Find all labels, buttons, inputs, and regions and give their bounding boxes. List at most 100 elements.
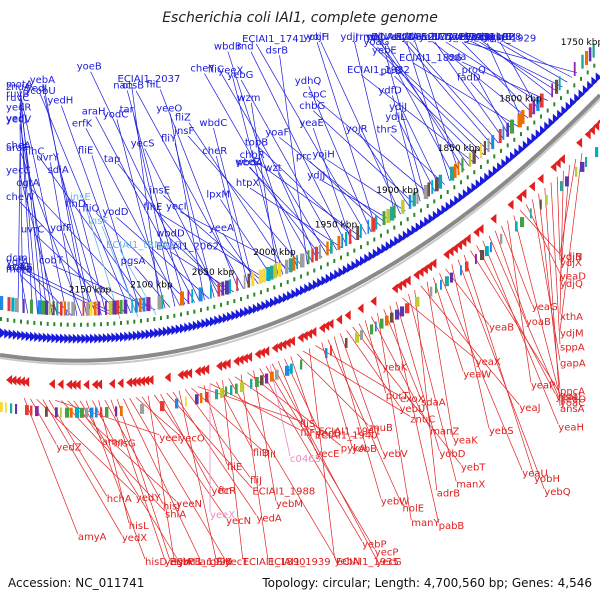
- gene-arrow: [258, 347, 265, 358]
- leader-line: [19, 271, 29, 314]
- gene-label: yeeA: [209, 223, 234, 234]
- tick-mark: [93, 322, 96, 327]
- gene-arrow: [194, 366, 201, 377]
- gene-label: yedV: [6, 115, 31, 126]
- feature-block: [500, 233, 503, 244]
- feature-block: [93, 301, 97, 316]
- leader-line: [470, 82, 514, 132]
- gene-label: yeaK: [453, 436, 478, 447]
- gene-arrow: [321, 275, 328, 286]
- gene-label: cobU: [30, 86, 55, 97]
- leader-line: [258, 147, 357, 241]
- gene-arrow: [381, 243, 388, 254]
- gene-arrow: [263, 346, 270, 357]
- gene-arrow: [462, 189, 469, 200]
- gene-label: znuC: [410, 414, 435, 425]
- gene-arrow: [280, 339, 287, 350]
- gene-arrow: [237, 354, 244, 365]
- feature-block: [326, 241, 329, 256]
- tick-mark: [173, 313, 176, 318]
- leader-line: [19, 274, 63, 316]
- tick-mark: [213, 304, 216, 309]
- gene-label: yeaP: [531, 380, 555, 391]
- gene-arrow: [338, 267, 345, 278]
- gene-label: yeaL: [556, 392, 580, 403]
- gene-arrow: [445, 201, 452, 212]
- feature-block: [265, 373, 269, 384]
- feature-block: [52, 301, 55, 316]
- gene-label: wzm: [237, 93, 260, 104]
- gene-arrow: [300, 285, 306, 296]
- gene-arrow: [138, 376, 145, 387]
- tick-mark: [333, 259, 336, 263]
- leader-line: [439, 273, 523, 471]
- gene-arrow: [184, 322, 191, 333]
- leader-line: [135, 90, 244, 289]
- feature-block: [270, 371, 274, 382]
- gene-arrow: [222, 313, 229, 324]
- gene-label: ECIAI1_1940: [315, 430, 378, 441]
- gene-arrow: [514, 148, 521, 158]
- gene-arrow: [83, 379, 90, 390]
- gene-arrow: [471, 182, 478, 193]
- leader-line: [402, 297, 476, 360]
- tick-mark: [513, 137, 516, 142]
- gene-label: cobT: [39, 256, 64, 267]
- gene-label: yobH: [534, 474, 560, 485]
- gene-arrow: [244, 306, 251, 317]
- gene-arrow: [240, 308, 246, 318]
- leader-line: [408, 294, 457, 482]
- feature-block: [506, 122, 510, 137]
- leader-line: [402, 111, 441, 189]
- gene-arrow: [385, 241, 392, 252]
- feature-block: [270, 265, 274, 280]
- leader-line: [525, 204, 561, 274]
- gene-arrow: [278, 294, 285, 305]
- gene-arrow: [404, 275, 411, 286]
- feature-block: [385, 315, 389, 326]
- tick-mark: [293, 277, 296, 282]
- leader-line: [154, 394, 219, 488]
- feature-block: [22, 298, 25, 313]
- leader-line: [346, 330, 400, 407]
- tick-mark: [520, 132, 522, 137]
- gene-arrow: [158, 327, 165, 338]
- gene-label: cobS: [9, 262, 33, 273]
- leader-line: [83, 201, 121, 320]
- tick-mark: [120, 321, 122, 325]
- leader-line: [250, 102, 279, 277]
- feature-block: [337, 235, 341, 250]
- gene-label: araH: [82, 107, 106, 118]
- gene-arrow: [60, 333, 66, 344]
- gene-label: yobG: [469, 32, 495, 43]
- feature-block: [371, 217, 376, 232]
- leader-line: [296, 353, 369, 426]
- gene-label: yecP: [375, 547, 399, 558]
- feature-block: [370, 324, 374, 335]
- tick-mark: [286, 280, 289, 285]
- feature-block: [400, 306, 405, 317]
- leader-line: [34, 234, 122, 315]
- gene-label: yoaF: [265, 127, 289, 138]
- gene-label: uvrC: [21, 224, 44, 235]
- gene-arrow: [475, 179, 482, 190]
- gene-label: manY: [411, 518, 440, 529]
- feature-block: [292, 256, 296, 271]
- tick-mark: [60, 322, 62, 327]
- feature-block: [461, 158, 464, 173]
- gene-arrow: [351, 260, 358, 271]
- gene-arrow: [516, 192, 523, 203]
- gene-label: yebN: [335, 556, 361, 567]
- feature-block: [480, 144, 482, 158]
- gene-label: pncA: [560, 386, 585, 397]
- tick-mark: [433, 199, 436, 204]
- feature-block: [412, 192, 416, 207]
- gene-label: fliE: [78, 145, 93, 156]
- gene-arrow: [124, 331, 131, 342]
- leader-line: [321, 342, 353, 447]
- tick-mark: [413, 212, 416, 217]
- tick-mark: [300, 274, 302, 279]
- gene-label: purT: [386, 391, 410, 402]
- scale-label: 1750 kbp: [561, 38, 600, 48]
- gene-label: adrB: [437, 488, 461, 499]
